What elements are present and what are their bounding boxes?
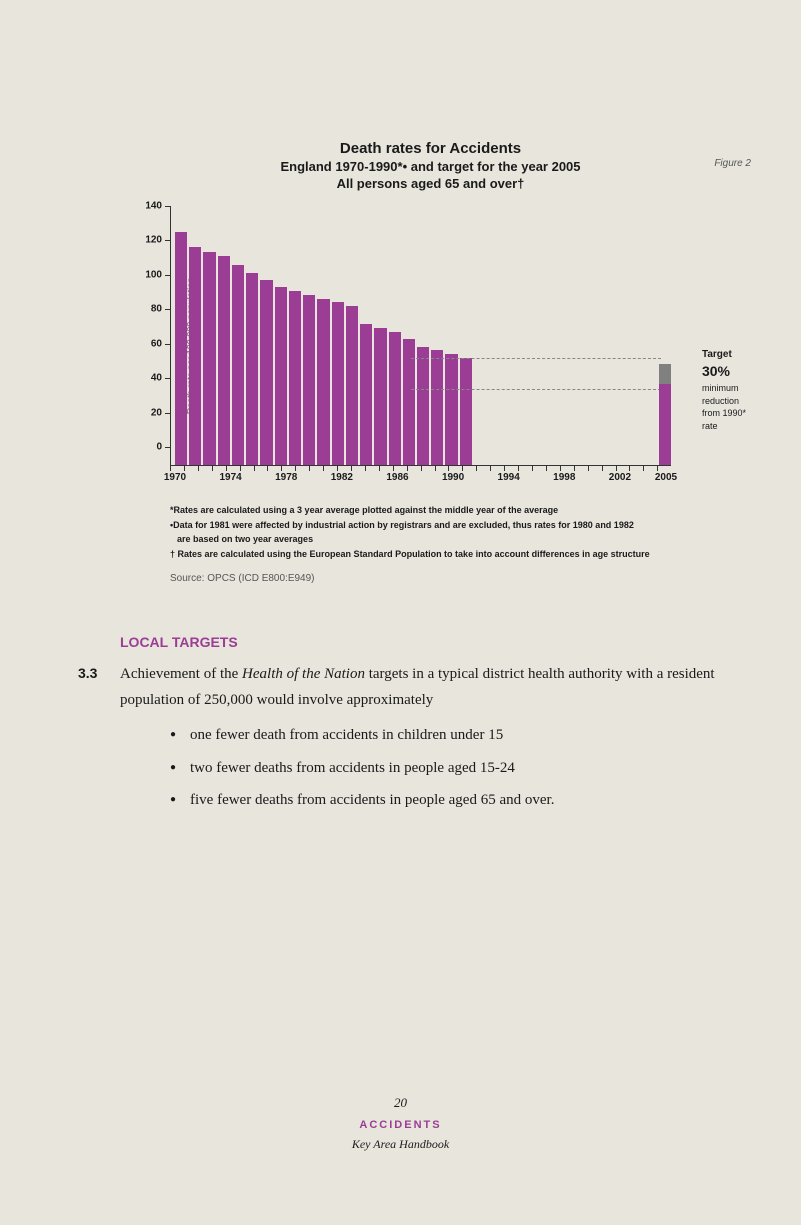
bar: [332, 302, 344, 465]
bar: [175, 232, 187, 465]
chart-title: Death rates for Accidents: [120, 140, 741, 157]
bar: [275, 287, 287, 465]
bar: [260, 280, 272, 465]
target-label: Target: [702, 348, 746, 362]
body-paragraph: 3.3 Achievement of the Health of the Nat…: [120, 662, 741, 713]
bullet-list: one fewer death from accidents in childr…: [190, 721, 741, 815]
x-tick-label: 1994: [498, 472, 520, 483]
bar: [417, 347, 429, 465]
chart-source: Source: OPCS (ICD E800:E949): [170, 573, 741, 584]
bar: [389, 332, 401, 465]
chart-section: Death rates for Accidents England 1970-1…: [120, 140, 741, 584]
paragraph-number: 3.3: [78, 662, 97, 686]
chart-subtitle-2: All persons aged 65 and over†: [120, 176, 741, 191]
y-ticks: 020406080100120140: [145, 206, 170, 466]
bar: [346, 306, 358, 465]
page-footer: 20 ACCIDENTS Key Area Handbook: [60, 1095, 741, 1152]
x-tick-label: 2005: [655, 472, 677, 483]
bullet-item: one fewer death from accidents in childr…: [190, 721, 741, 750]
y-tick-label: 120: [145, 235, 162, 246]
y-tick-label: 80: [151, 304, 162, 315]
bar: [317, 299, 329, 466]
x-tick-label: 1982: [331, 472, 353, 483]
bars-container: [171, 206, 671, 465]
bar: [431, 350, 443, 465]
bullet-item: five fewer deaths from accidents in peop…: [190, 786, 741, 815]
para-italic: Health of the Nation: [242, 666, 365, 682]
x-tick-label: 1978: [275, 472, 297, 483]
y-tick-label: 100: [145, 269, 162, 280]
x-tick-label: 1974: [219, 472, 241, 483]
target-annotation: Target 30% minimum reduction from 1990* …: [702, 348, 746, 432]
para-text-a: Achievement of the: [120, 666, 242, 682]
bar: [360, 324, 372, 465]
bar: [189, 247, 201, 465]
section-heading: LOCAL TARGETS: [120, 634, 741, 650]
footnote-2b: are based on two year averages: [170, 533, 741, 547]
bullet-item: two fewer deaths from accidents in peopl…: [190, 754, 741, 783]
bar: [460, 358, 472, 465]
chart-titles: Death rates for Accidents England 1970-1…: [120, 140, 741, 191]
bar: [218, 256, 230, 465]
x-tick-label: 1970: [164, 472, 186, 483]
target-pct: 30%: [702, 362, 746, 382]
chart-footnotes: *Rates are calculated using a 3 year ave…: [170, 504, 741, 561]
dashed-line-lower: [411, 389, 661, 390]
bar: [374, 328, 386, 465]
dashed-line-upper: [411, 358, 661, 359]
y-tick-label: 20: [151, 407, 162, 418]
plot-area: Target 30% minimum reduction from 1990* …: [170, 206, 671, 466]
y-tick-label: 60: [151, 338, 162, 349]
chart-subtitle-1: England 1970-1990*• and target for the y…: [120, 159, 741, 174]
bar: [203, 252, 215, 465]
y-tick-label: 40: [151, 373, 162, 384]
footnote-3: † Rates are calculated using the Europea…: [170, 548, 741, 562]
target-bar-top: [659, 364, 671, 384]
target-bar-bottom: [659, 384, 671, 465]
target-line5: from 1990*: [702, 407, 746, 420]
footnote-1: *Rates are calculated using a 3 year ave…: [170, 504, 741, 518]
target-line4: reduction: [702, 395, 746, 408]
y-tick-label: 0: [156, 442, 162, 453]
y-tick-label: 140: [145, 201, 162, 212]
x-tick-label: 1990: [442, 472, 464, 483]
page-number: 20: [60, 1095, 741, 1111]
bar: [246, 273, 258, 465]
figure-label: Figure 2: [714, 158, 751, 169]
x-tick-label: 1986: [386, 472, 408, 483]
target-line6: rate: [702, 420, 746, 433]
footer-category: ACCIDENTS: [60, 1119, 741, 1131]
bar: [445, 354, 457, 465]
bar: [289, 291, 301, 465]
footnote-2: •Data for 1981 were affected by industri…: [170, 519, 741, 533]
chart-area: Death rate per 100,000 population 020406…: [150, 206, 741, 486]
x-ticks: 1970197419781982198619901994199820022005: [170, 466, 671, 486]
target-line3: minimum: [702, 382, 746, 395]
x-minor-ticks: [170, 466, 671, 471]
target-bar: [659, 364, 671, 465]
x-tick-label: 2002: [609, 472, 631, 483]
bar: [232, 265, 244, 465]
x-tick-label: 1998: [553, 472, 575, 483]
bar: [303, 295, 315, 465]
footer-book-title: Key Area Handbook: [60, 1137, 741, 1152]
